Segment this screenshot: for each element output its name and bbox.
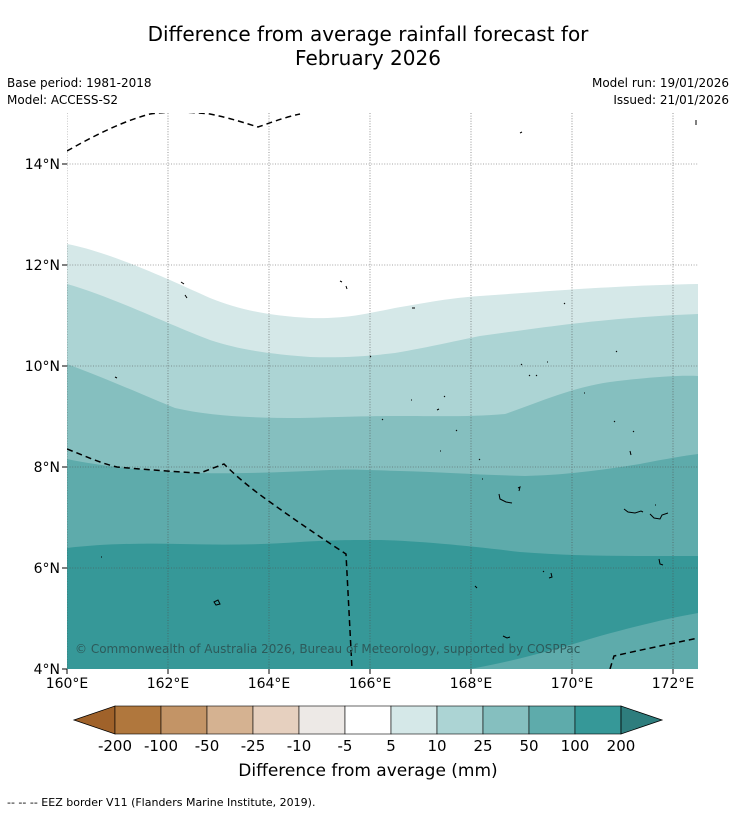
colorbar-segment bbox=[206, 705, 254, 735]
lat-label: 4°N bbox=[34, 662, 60, 678]
colorbar-extend-high bbox=[620, 705, 664, 735]
colorbar-tick-label: -200 bbox=[98, 737, 132, 755]
meta-right: Model run: 19/01/2026 Issued: 21/01/2026 bbox=[592, 75, 729, 109]
island bbox=[440, 429, 632, 480]
colorbar-tick-label: 5 bbox=[386, 737, 396, 755]
issued-date: Issued: 21/01/2026 bbox=[613, 93, 729, 107]
colorbar-segment bbox=[436, 705, 484, 735]
eez-border-north bbox=[67, 113, 301, 152]
base-period: Base period: 1981-2018 bbox=[7, 76, 152, 90]
lat-label: 6°N bbox=[34, 561, 60, 577]
model-name: Model: ACCESS-S2 bbox=[7, 93, 119, 107]
lat-label: 10°N bbox=[25, 359, 60, 375]
islands bbox=[101, 120, 697, 639]
lat-label: 14°N bbox=[25, 157, 60, 173]
lon-label: 166°E bbox=[349, 676, 392, 692]
colorbar-tick-label: -50 bbox=[195, 737, 220, 755]
colorbar-segment bbox=[160, 705, 208, 735]
lon-label: 168°E bbox=[450, 676, 493, 692]
colorbar-segment bbox=[344, 705, 392, 735]
lon-label: 162°E bbox=[147, 676, 190, 692]
map-area: © Commonwealth of Australia 2026, Bureau… bbox=[67, 113, 698, 669]
band-50-100-lower bbox=[470, 613, 698, 669]
colorbar-ticks: -200 -100 -50 -25 -10 -5 5 10 25 50 100 … bbox=[98, 737, 635, 755]
meta-left: Base period: 1981-2018 Model: ACCESS-S2 bbox=[7, 75, 152, 109]
colorbar-tick-label: 200 bbox=[607, 737, 636, 755]
title-line-1: Difference from average rainfall forecas… bbox=[147, 22, 589, 46]
model-run: Model run: 19/01/2026 bbox=[591, 76, 729, 90]
island bbox=[381, 395, 635, 433]
colorbar-extend-low bbox=[72, 705, 116, 735]
island bbox=[519, 131, 523, 134]
eez-border-south bbox=[609, 637, 698, 669]
graticule bbox=[67, 113, 698, 669]
axis-ticks bbox=[62, 163, 674, 674]
eez-border-west bbox=[67, 448, 353, 669]
colorbar-segment bbox=[390, 705, 438, 735]
colorbar-segment bbox=[252, 705, 300, 735]
island bbox=[498, 486, 521, 504]
colorbar-tick-label: -100 bbox=[144, 737, 178, 755]
colorbar-tick-label: -25 bbox=[241, 737, 266, 755]
lat-label: 12°N bbox=[25, 258, 60, 274]
lon-labels: 160°E 162°E 164°E 166°E 168°E 170°E 172°… bbox=[46, 676, 695, 692]
copyright-notice: © Commonwealth of Australia 2026, Bureau… bbox=[75, 642, 580, 656]
island bbox=[369, 350, 618, 366]
island bbox=[655, 504, 664, 566]
island bbox=[101, 556, 221, 606]
island bbox=[412, 302, 566, 309]
lon-label: 172°E bbox=[652, 676, 695, 692]
lat-labels: 14°N 12°N 10°N 8°N 6°N 4°N bbox=[25, 157, 60, 678]
eez-borders bbox=[67, 113, 698, 669]
colorbar-tick-label: 50 bbox=[519, 737, 538, 755]
title-line-2: February 2026 bbox=[295, 46, 441, 70]
island bbox=[180, 281, 188, 299]
colorbar bbox=[72, 705, 664, 735]
colorbar-tick-label: 100 bbox=[561, 737, 590, 755]
colorbar-label: Difference from average (mm) bbox=[238, 761, 498, 781]
lon-label: 160°E bbox=[46, 676, 89, 692]
island bbox=[474, 570, 553, 589]
colorbar-segment bbox=[114, 705, 162, 735]
lat-label: 8°N bbox=[34, 460, 60, 476]
colorbar-tick-label: -5 bbox=[338, 737, 353, 755]
colorbar-tick-label: 25 bbox=[473, 737, 492, 755]
colorbar-segment bbox=[298, 705, 346, 735]
colorbar-segment bbox=[482, 705, 530, 735]
island bbox=[339, 280, 348, 290]
island bbox=[114, 374, 585, 394]
chart-title: Difference from average rainfall forecas… bbox=[0, 22, 736, 70]
colorbar-tick-label: 10 bbox=[427, 737, 446, 755]
lon-label: 170°E bbox=[551, 676, 594, 692]
island bbox=[502, 635, 511, 639]
colorbar-segment bbox=[574, 705, 622, 735]
colorbar-tick-label: -10 bbox=[287, 737, 312, 755]
eez-footnote: -- -- -- EEZ border V11 (Flanders Marine… bbox=[7, 796, 316, 809]
colorbar-segment bbox=[528, 705, 576, 735]
lon-label: 164°E bbox=[248, 676, 291, 692]
band-100-200 bbox=[67, 540, 698, 669]
island bbox=[623, 508, 669, 520]
